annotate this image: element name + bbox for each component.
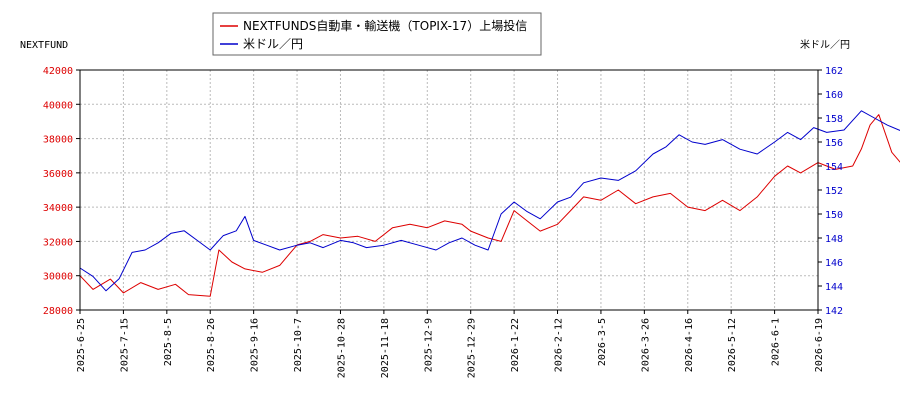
x-tick-label: 2025-8-5	[163, 318, 174, 366]
x-tick-label: 2026-1-22	[510, 318, 521, 372]
x-tick-label: 2025-8-26	[206, 318, 217, 372]
series-line-fund	[79, 114, 900, 297]
right-tick-label: 150	[825, 210, 843, 221]
x-tick-label: 2026-6-1	[771, 318, 782, 366]
left-tick-label: 30000	[43, 272, 73, 283]
x-tick-label: 2025-10-7	[293, 318, 304, 372]
left-tick-label: 32000	[43, 237, 73, 248]
right-tick-label: 158	[825, 114, 843, 125]
left-tick-label: 36000	[43, 169, 73, 180]
x-tick-label: 2026-3-5	[597, 318, 608, 366]
right-tick-label: 162	[825, 66, 843, 77]
right-tick-label: 144	[825, 282, 843, 293]
right-tick-label: 160	[825, 90, 843, 101]
right-tick-label: 142	[825, 306, 843, 317]
legend-label-usdjpy: 米ドル／円	[243, 37, 303, 51]
x-tick-label: 2026-3-26	[640, 318, 651, 372]
left-axis: 28000 30000 32000 34000 36000 38000 40000 42000	[43, 66, 80, 317]
x-tick-label: 2026-6-19	[814, 318, 825, 372]
x-tick-label: 2026-5-12	[727, 318, 738, 372]
left-tick-label: 28000	[43, 306, 73, 317]
plot-frame	[79, 69, 819, 311]
right-tick-label: 148	[825, 234, 843, 245]
legend-label-fund: NEXTFUNDS自動車・輸送機（TOPIX-17）上場投信	[243, 18, 527, 33]
right-tick-label: 154	[825, 162, 843, 173]
x-tick-label: 2025-10-28	[336, 318, 347, 378]
x-tick-label: 2026-4-16	[684, 318, 695, 372]
left-tick-label: 42000	[43, 66, 73, 77]
series-line-usdjpy	[79, 110, 900, 292]
x-tick-label: 2025-12-29	[467, 318, 478, 378]
left-tick-label: 38000	[43, 135, 73, 146]
right-tick-label: 152	[825, 186, 843, 197]
left-tick-label: 34000	[43, 203, 73, 214]
legend: NEXTFUNDS自動車・輸送機（TOPIX-17）上場投信 米ドル／円	[212, 12, 542, 56]
right-tick-label: 156	[825, 138, 843, 149]
x-tick-label: 2026-2-12	[554, 318, 565, 372]
series-layer	[79, 110, 900, 297]
x-axis: 2025-6-25 2025-7-15 2025-8-5 2025-8-26 2025-…	[76, 310, 825, 378]
x-tick-label: 2025-7-15	[119, 318, 130, 372]
left-axis-label: NEXTFUND	[20, 40, 68, 51]
x-tick-label: 2025-6-25	[76, 318, 87, 372]
right-tick-label: 146	[825, 258, 843, 269]
right-axis: 142 144 146 148 150 152 154 156 158 160 162	[818, 66, 843, 317]
x-tick-label: 2025-9-16	[250, 318, 261, 372]
grid-lines	[79, 69, 819, 311]
x-tick-label: 2025-11-18	[380, 318, 391, 378]
left-tick-label: 40000	[43, 100, 73, 111]
legend-box	[212, 12, 542, 56]
right-axis-label: 米ドル／円	[800, 38, 850, 51]
x-tick-label: 2025-12-9	[423, 318, 434, 372]
